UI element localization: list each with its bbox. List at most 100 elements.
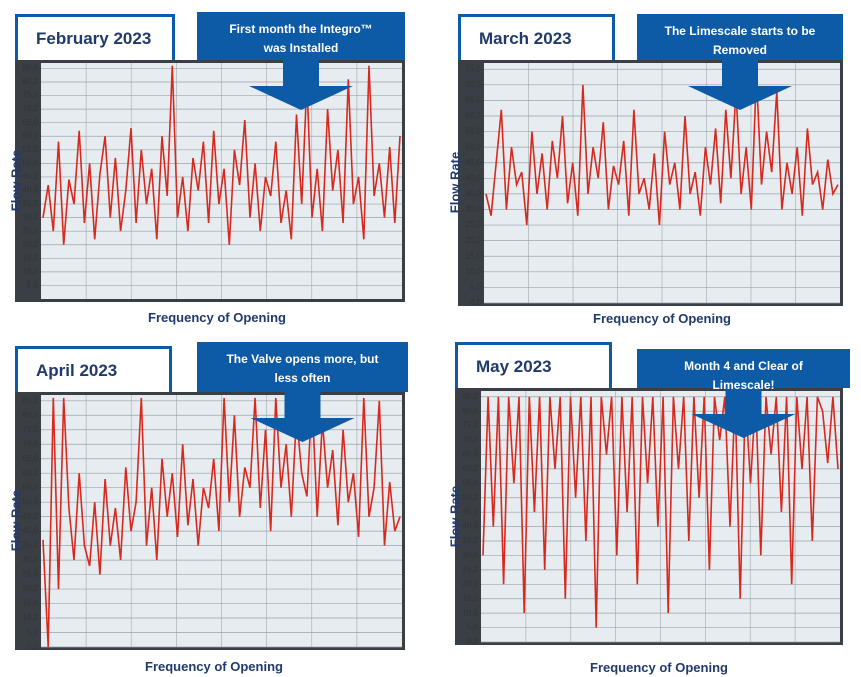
y-tick-label: 45,0 [22,172,38,181]
chart-title: March 2023 [458,14,615,60]
y-tick-label: 50,0 [22,158,38,167]
y-tick-label: 45,0 [462,507,478,516]
y-tick-label: 35,0 [22,541,38,550]
y-tick-label: 35,0 [22,199,38,208]
y-tick-label: 25,0 [465,220,481,229]
y-tick-label: 40,0 [462,522,478,531]
arrow [691,388,796,438]
chart-title: April 2023 [15,346,172,392]
plot: 0,0 5,0 10,0 15,0 20,0 25,0 30,0 35,0 40,0 45,0 50… [462,388,840,646]
y-tick-label: 15,0 [22,599,38,608]
y-tick-label: 0,0 [467,637,479,645]
y-tick-label: 60,0 [462,464,478,473]
y-tick-label: 50,0 [465,142,481,151]
y-tick-label: 70,0 [22,104,38,113]
y-tick-label: 80,0 [462,406,478,415]
y-tick-label: 20,0 [22,584,38,593]
y-tick-label: 30,0 [462,551,478,560]
chart-photo: 0,0 5,0 10,0 15,0 20,0 25,0 30,0 35,0 40,0 45,0 50… [15,392,405,651]
y-tick-label: 0,0 [470,298,482,306]
plot: 0,0 5,0 10,0 15,0 20,0 25,0 30,0 35,0 40,0 45,0 50… [465,60,840,307]
y-tick-label: 75,0 [462,421,478,430]
y-tick-label: 60,0 [22,468,38,477]
y-axis-label: Flow Rate [8,149,24,212]
y-tick-label: 45,0 [465,158,481,167]
chart-title: February 2023 [15,14,175,60]
y-axis-label: Flow Rate [8,489,24,552]
x-axis-label: Frequency of Opening [590,660,728,675]
plot: 5,0 10,0 15,0 20,0 25,0 30,0 35,0 40,0 45,0 50,0 5… [22,60,402,299]
y-tick-label: 55,0 [22,145,38,154]
y-tick-label: 40,0 [465,173,481,182]
y-tick-label: 0,0 [27,642,39,650]
arrow [249,60,353,110]
y-axis-label: Flow Rate [447,485,463,547]
y-tick-label: 75,0 [22,425,38,434]
annotation: Month 4 and Clear of Limescale! [637,349,850,392]
y-tick-label: 55,0 [465,127,481,136]
y-tick-label: 5,0 [470,283,482,292]
y-tick-label: 25,0 [462,565,478,574]
annotation: The Valve opens more, but less often [197,342,408,392]
x-axis-label: Frequency of Opening [145,659,283,674]
y-tick-label: 70,0 [22,439,38,448]
y-tick-label: 35,0 [462,536,478,545]
y-axis-label: Flow Rate [447,151,463,214]
y-tick-label: 70,0 [462,435,478,444]
y-tick-label: 15,0 [462,594,478,603]
chart-photo: 0,0 5,0 10,0 15,0 20,0 25,0 30,0 35,0 40,0 45,0 50… [455,388,843,646]
annotation: First month the Integro™ was Installed [197,12,405,60]
y-tick-label: 30,0 [22,555,38,564]
y-tick-label: 20,0 [22,240,38,249]
y-tick-label: 85,0 [22,64,38,73]
y-tick-label: 35,0 [465,189,481,198]
y-tick-label: 60,0 [465,111,481,120]
y-tick-label: 5,0 [467,623,479,632]
y-tick-label: 25,0 [22,226,38,235]
y-tick-label: 65,0 [465,96,481,105]
y-tick-label: 65,0 [22,118,38,127]
y-tick-label: 65,0 [462,450,478,459]
annotation: The Limescale starts to be Removed [637,14,843,60]
y-tick-label: 15,0 [465,251,481,260]
y-tick-label: 30,0 [465,205,481,214]
y-tick-label: 70,0 [465,80,481,89]
y-tick-label: 85,0 [22,396,38,405]
y-tick-label: 40,0 [22,526,38,535]
arrow [250,392,355,442]
y-tick-label: 75,0 [22,91,38,100]
y-tick-label: 80,0 [22,77,38,86]
y-tick-label: 10,0 [22,267,38,276]
y-tick-label: 20,0 [462,579,478,588]
arrow [688,60,792,110]
flow-line [42,65,401,245]
y-tick-label: 55,0 [462,478,478,487]
y-tick-label: 45,0 [22,512,38,521]
x-axis-label: Frequency of Opening [593,311,731,326]
flow-line [485,75,839,226]
y-tick-label: 55,0 [22,483,38,492]
y-tick-label: 20,0 [465,236,481,245]
y-tick-label: 15,0 [22,253,38,262]
y-tick-label: 75,0 [465,64,481,73]
y-tick-label: 10,0 [462,608,478,617]
y-tick-label: 50,0 [22,497,38,506]
y-tick-label: 5,0 [27,628,39,637]
flow-line [482,396,839,628]
y-tick-label: 85,0 [462,392,478,401]
y-tick-label: 10,0 [465,267,481,276]
chart-photo: 5,0 10,0 15,0 20,0 25,0 30,0 35,0 40,0 45,0 50,0 5… [15,60,405,302]
x-axis-label: Frequency of Opening [148,310,286,325]
y-tick-label: 80,0 [22,410,38,419]
chart-title: May 2023 [455,342,612,388]
chart-photo: 0,0 5,0 10,0 15,0 20,0 25,0 30,0 35,0 40,0 45,0 50… [458,60,843,307]
y-tick-label: 60,0 [22,131,38,140]
y-tick-label: 40,0 [22,186,38,195]
y-tick-label: 50,0 [462,493,478,502]
plot: 0,0 5,0 10,0 15,0 20,0 25,0 30,0 35,0 40,0 45,0 50… [22,392,402,651]
y-tick-label: 65,0 [22,454,38,463]
flow-line [42,397,401,648]
y-tick-label: 5,0 [27,281,39,290]
y-tick-label: 10,0 [22,613,38,622]
